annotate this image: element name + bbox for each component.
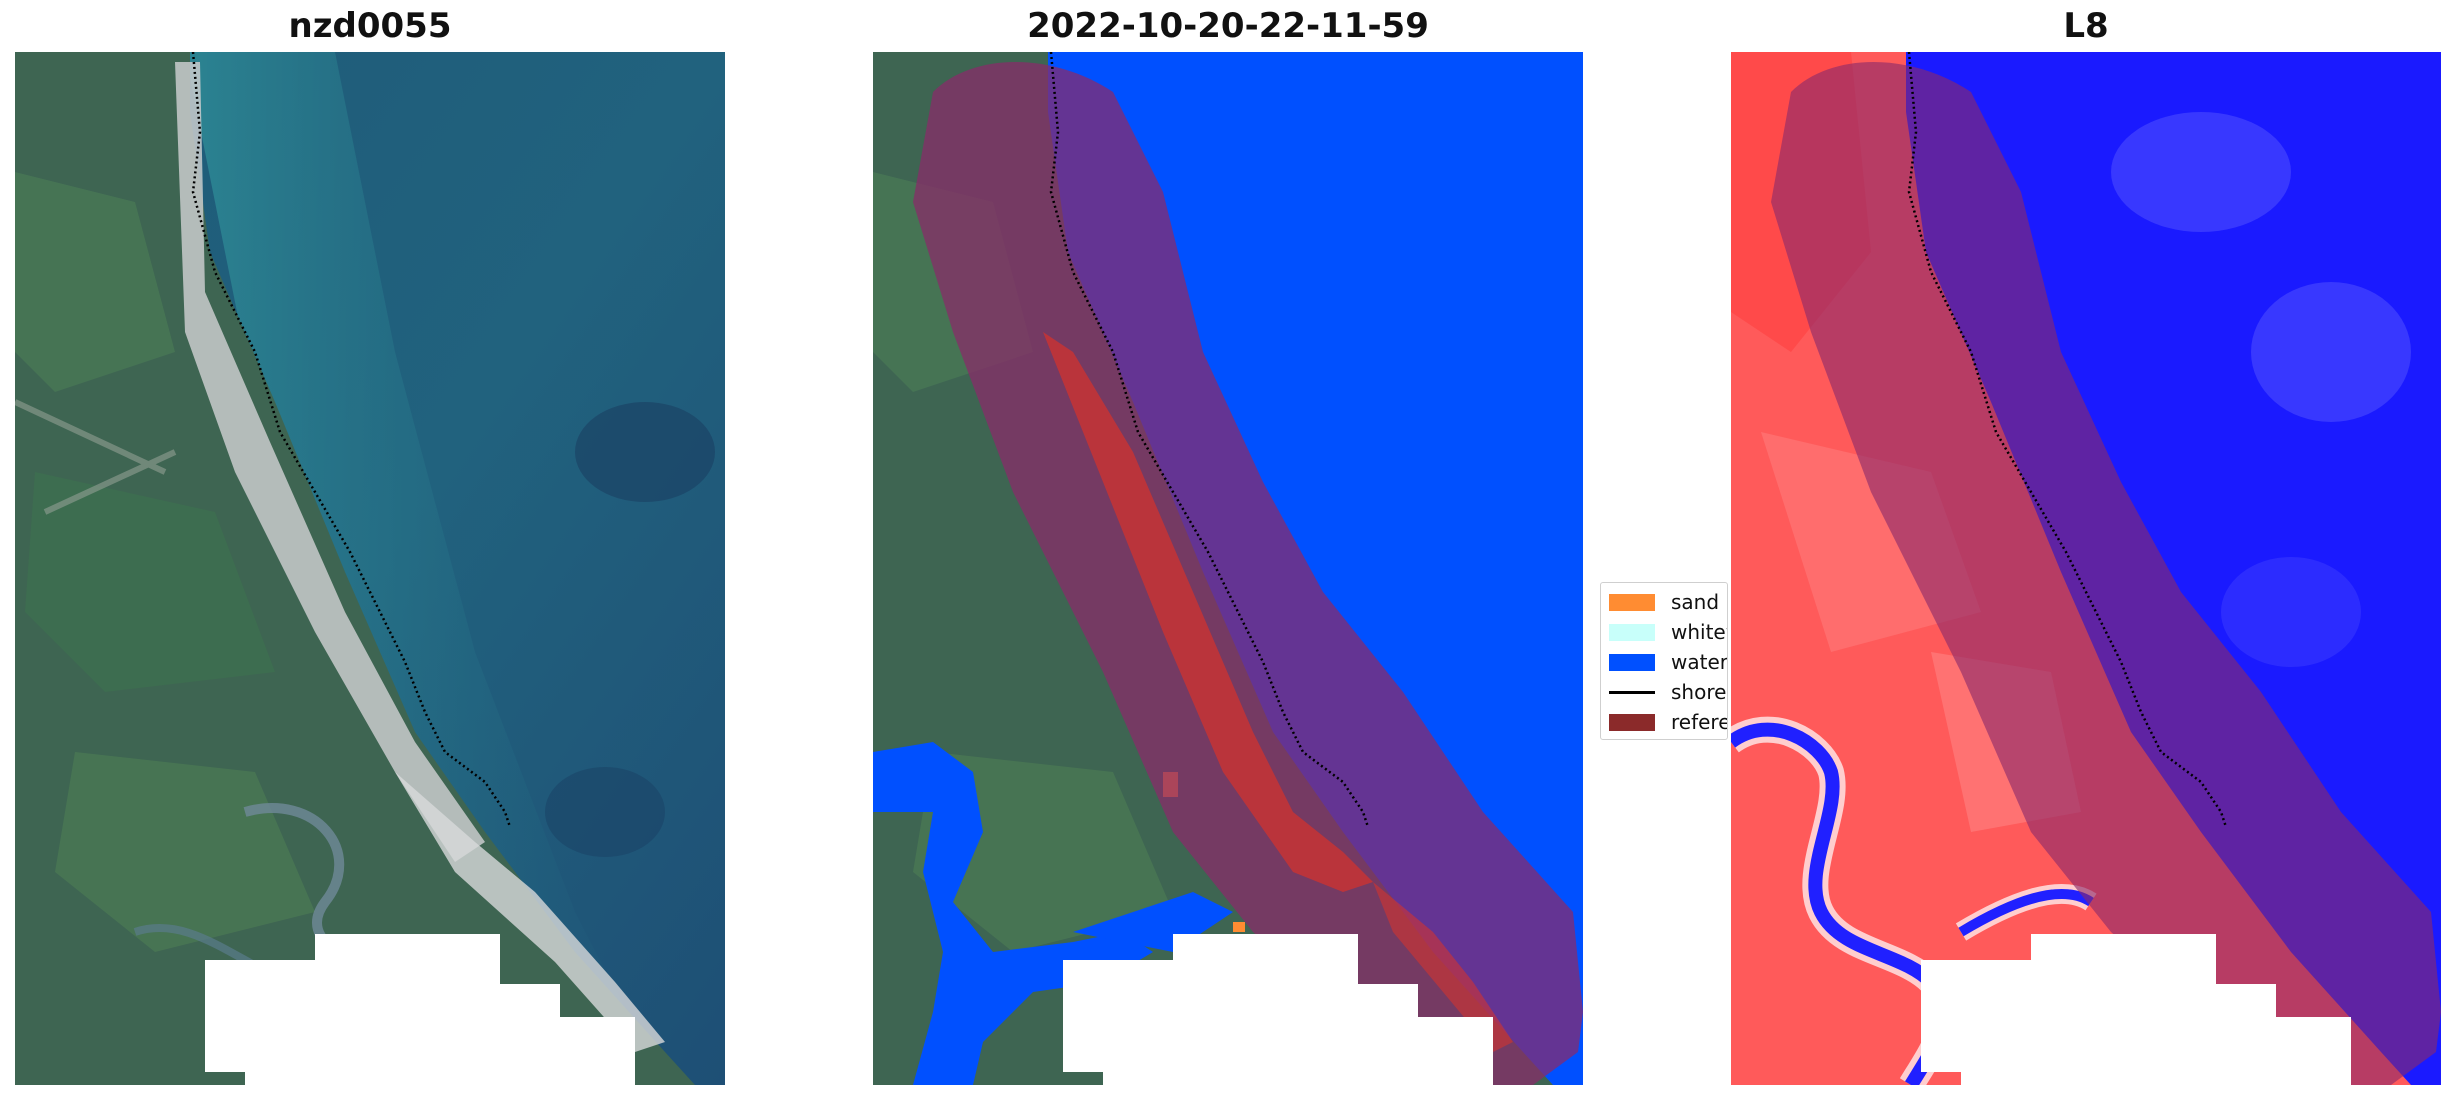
reference-shoreline-buffer xyxy=(913,62,1583,1085)
rgb-image-panel xyxy=(15,52,725,1085)
panel-title-rgb: nzd0055 xyxy=(288,6,452,46)
nodata-mask xyxy=(1921,934,2351,1085)
legend-label: shorel xyxy=(1671,680,1728,704)
shoreline-swatch xyxy=(1609,690,1655,694)
sand-swatch xyxy=(1609,593,1655,611)
panel-title-classified: 2022-10-20-22-11-59 xyxy=(1027,6,1429,46)
panel-title-index: L8 xyxy=(2063,6,2109,46)
reference-shoreline-buffer xyxy=(1771,62,2441,1085)
legend-label: sand xyxy=(1671,590,1720,614)
legend-item-shoreline: shorel xyxy=(1609,679,1728,705)
shoreline-line xyxy=(1907,52,2228,828)
nodata-mask xyxy=(1063,934,1493,1085)
index-image-panel xyxy=(1731,52,2441,1085)
legend-label: referen xyxy=(1671,710,1727,734)
reference-swatch xyxy=(1609,713,1655,731)
legend-item-reference: referen xyxy=(1609,709,1727,735)
legend-label: water xyxy=(1671,650,1728,674)
shoreline-line xyxy=(191,52,512,828)
shoreline-line xyxy=(1049,52,1370,828)
classified-image-panel xyxy=(873,52,1583,1085)
whitewater-swatch xyxy=(1609,623,1655,641)
inland-water-class xyxy=(873,742,1153,1085)
index-image xyxy=(1731,52,2441,1085)
nodata-mask xyxy=(205,934,635,1085)
legend-item-sand: sand xyxy=(1609,589,1719,615)
rgb-image xyxy=(15,52,725,1085)
water-swatch xyxy=(1609,653,1655,671)
classified-image xyxy=(873,52,1583,1085)
legend-item-water: water xyxy=(1609,649,1728,675)
